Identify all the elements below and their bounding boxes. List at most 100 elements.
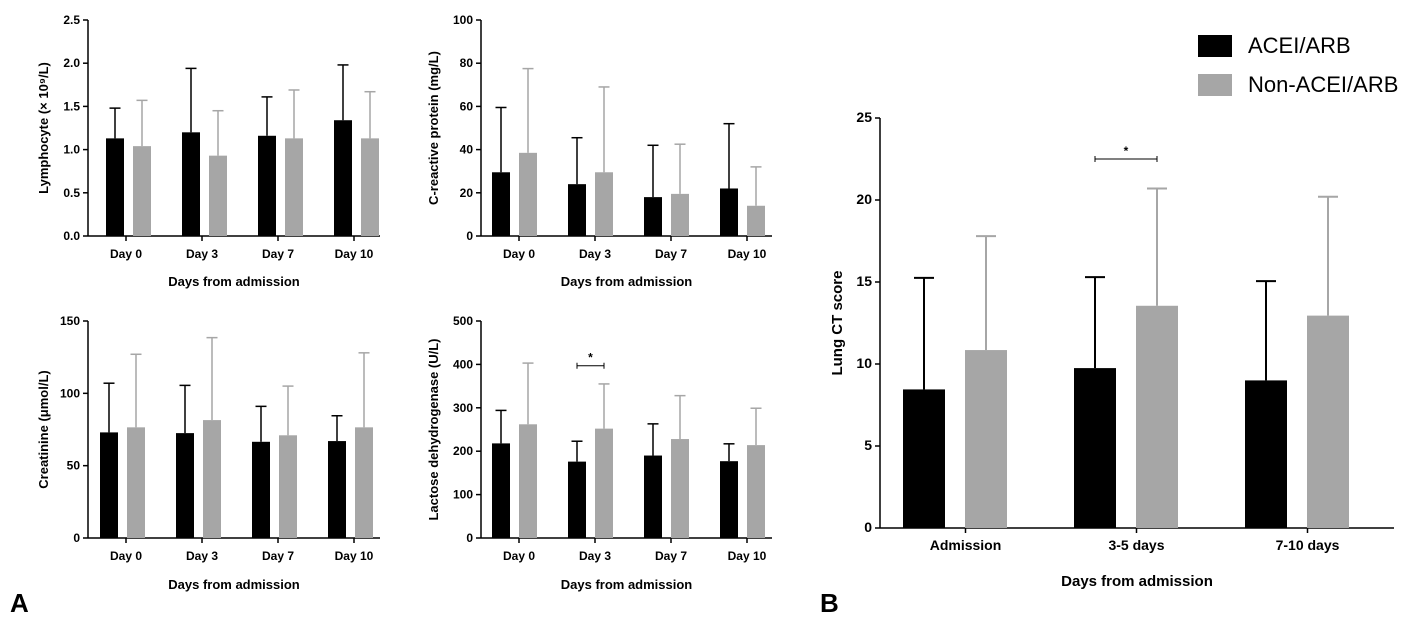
- bar-acei-arb-admission: [903, 389, 945, 528]
- bar-non-acei-arb-day-0: [519, 152, 537, 236]
- y-tick-label: 0: [864, 519, 872, 535]
- y-tick-label: 40: [460, 143, 474, 157]
- bar-acei-arb-day-7: [644, 455, 662, 538]
- bar-acei-arb-day-10: [334, 120, 352, 236]
- significance-star: *: [1124, 144, 1129, 158]
- bar-acei-arb-day-7: [644, 197, 662, 236]
- y-tick-label: 300: [453, 401, 473, 415]
- x-tick-label: Day 0: [110, 549, 142, 563]
- x-tick-label: Day 3: [186, 247, 218, 261]
- x-tick-label: Day 3: [579, 549, 611, 563]
- y-tick-label: 25: [856, 109, 872, 125]
- bar-non-acei-arb-admission: [965, 350, 1007, 528]
- bar-non-acei-arb-day-10: [361, 138, 379, 236]
- y-tick-label: 0: [466, 229, 473, 243]
- bar-acei-arb-day-0: [106, 138, 124, 236]
- x-tick-label: 7-10 days: [1276, 537, 1340, 553]
- bar-non-acei-arb-day-0: [519, 424, 537, 538]
- bar-non-acei-arb-7-10-days: [1307, 315, 1349, 528]
- x-axis-title: Days from admission: [1061, 573, 1213, 590]
- y-tick-label: 100: [60, 386, 80, 400]
- y-tick-label: 400: [453, 357, 473, 371]
- legend-label-non-acei-arb: Non-ACEI/ARB: [1248, 72, 1398, 97]
- x-tick-label: 3-5 days: [1108, 537, 1164, 553]
- y-tick-label: 20: [856, 191, 872, 207]
- bar-non-acei-arb-day-7: [671, 439, 689, 538]
- bar-non-acei-arb-day-0: [127, 427, 145, 538]
- bar-non-acei-arb-day-3: [595, 428, 613, 538]
- x-tick-label: Day 3: [579, 247, 611, 261]
- bar-acei-arb-day-3: [182, 132, 200, 236]
- x-tick-label: Day 3: [186, 549, 218, 563]
- bar-acei-arb-7-10-days: [1245, 380, 1287, 528]
- x-axis-title: Days from admission: [168, 577, 300, 592]
- x-tick-label: Day 7: [262, 247, 294, 261]
- lymphocyte-chart: 0.0 0.5 1.0 1.5 2.0 2.5 Day 0 Day 3 Day 7 Day 10 D…: [36, 13, 380, 289]
- x-tick-label: Day 10: [728, 549, 767, 563]
- creatinine-chart: 0 50 100 150 Day 0 Day 3 Day 7 Day 10 Days from …: [36, 314, 380, 592]
- bar-acei-arb-day-3: [568, 461, 586, 538]
- ldh-chart: 0 100 200 300 400 500 Day 0 Day 3 Day 7 Day 10 * Da…: [426, 314, 772, 592]
- bar-acei-arb-day-0: [492, 443, 510, 538]
- y-tick-label: 100: [453, 13, 473, 27]
- y-tick-label: 80: [460, 56, 474, 70]
- bar-non-acei-arb-day-7: [279, 435, 297, 538]
- bar-acei-arb-day-3: [568, 184, 586, 236]
- x-tick-label: Day 0: [503, 549, 535, 563]
- y-tick-label: 10: [856, 355, 872, 371]
- y-tick-label: 150: [60, 314, 80, 328]
- x-tick-label: Day 0: [503, 247, 535, 261]
- crp-chart: 0 20 40 60 80 100 Day 0 Day 3 Day 7 Day 10 Days fr…: [426, 13, 772, 289]
- x-tick-label: Day 7: [262, 549, 294, 563]
- x-axis-title: Days from admission: [561, 274, 693, 289]
- bar-non-acei-arb-day-7: [671, 193, 689, 236]
- x-tick-label: Admission: [930, 537, 1002, 553]
- bar-acei-arb-day-7: [252, 441, 270, 538]
- x-tick-label: Day 7: [655, 247, 687, 261]
- bar-acei-arb-day-0: [492, 172, 510, 236]
- legend: ACEI/ARB Non-ACEI/ARB: [1198, 33, 1398, 97]
- y-tick-label: 1.5: [63, 99, 80, 113]
- y-axis-title: Creatinine (μmol/L): [36, 370, 51, 488]
- bar-acei-arb-day-10: [328, 441, 346, 538]
- legend-swatch-acei-arb: [1198, 35, 1232, 57]
- bar-non-acei-arb-day-0: [133, 146, 151, 236]
- y-tick-label: 0: [73, 531, 80, 545]
- x-tick-label: Day 10: [728, 247, 767, 261]
- bar-acei-arb-day-0: [100, 432, 118, 538]
- y-axis-title: C-reactive protein (mg/L): [426, 51, 441, 205]
- y-tick-label: 5: [864, 437, 872, 453]
- bar-non-acei-arb-day-10: [747, 205, 765, 236]
- y-tick-label: 0.5: [63, 186, 80, 200]
- legend-swatch-non-acei-arb: [1198, 74, 1232, 96]
- y-axis-title: Lymphocyte (× 10⁹/L): [36, 62, 51, 194]
- bar-non-acei-arb-day-10: [355, 427, 373, 538]
- panel-label-a: A: [10, 588, 29, 618]
- x-tick-label: Day 0: [110, 247, 142, 261]
- panel-label-b: B: [820, 588, 839, 618]
- bar-non-acei-arb-day-3: [595, 172, 613, 236]
- y-tick-label: 500: [453, 314, 473, 328]
- y-tick-label: 20: [460, 186, 474, 200]
- bar-non-acei-arb-day-7: [285, 138, 303, 236]
- y-tick-label: 0: [466, 531, 473, 545]
- x-axis-title: Days from admission: [561, 577, 693, 592]
- bar-non-acei-arb-day-10: [747, 445, 765, 538]
- y-tick-label: 200: [453, 444, 473, 458]
- y-axis-title: Lung CT score: [829, 270, 846, 375]
- bar-acei-arb-day-3: [176, 433, 194, 538]
- bar-acei-arb-3-5-days: [1074, 368, 1116, 528]
- y-tick-label: 15: [856, 273, 872, 289]
- x-axis-title: Days from admission: [168, 274, 300, 289]
- bar-non-acei-arb-3-5-days: [1136, 305, 1178, 528]
- y-tick-label: 50: [67, 459, 81, 473]
- bar-acei-arb-day-10: [720, 188, 738, 236]
- lung-ct-chart: 0 5 10 15 20 25 Admission 3-5 days 7-10 days * Day…: [829, 109, 1394, 590]
- bar-acei-arb-day-7: [258, 135, 276, 236]
- x-tick-label: Day 10: [335, 549, 374, 563]
- y-tick-label: 60: [460, 99, 474, 113]
- significance-star: *: [588, 351, 593, 365]
- y-tick-label: 0.0: [63, 229, 80, 243]
- y-tick-label: 100: [453, 488, 473, 502]
